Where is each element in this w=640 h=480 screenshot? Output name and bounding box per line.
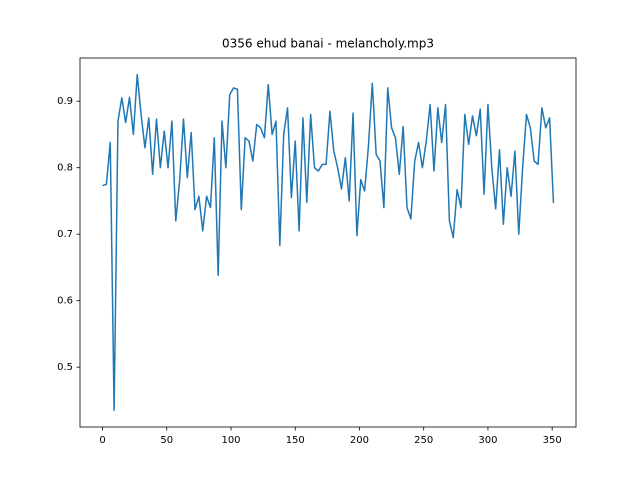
y-tick-label: 0.7 [57,229,73,240]
x-tick-label: 250 [414,435,433,446]
x-tick-label: 200 [350,435,369,446]
x-tick-label: 350 [543,435,562,446]
x-tick-label: 300 [478,435,497,446]
chart-title: 0356 ehud banai - melancholy.mp3 [222,37,434,51]
x-tick-label: 0 [99,435,105,446]
axes-frame [79,57,577,428]
x-tick-label: 150 [286,435,305,446]
y-tick-label: 0.6 [57,296,73,307]
y-tick-label: 0.9 [57,96,73,107]
x-tick-label: 100 [221,435,240,446]
y-tick-label: 0.5 [57,362,73,373]
x-tick-label: 50 [160,435,173,446]
y-tick-label: 0.8 [57,163,73,174]
data-line [102,73,555,412]
